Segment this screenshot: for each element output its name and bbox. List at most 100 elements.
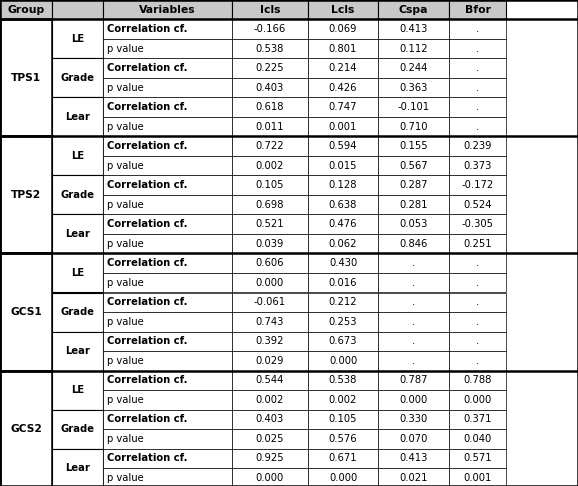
Text: 0.571: 0.571	[463, 453, 492, 463]
Bar	[449, 39, 506, 58]
Bar	[449, 468, 506, 486]
Bar	[52, 175, 103, 214]
Text: LE: LE	[71, 34, 84, 44]
Text: 0.722: 0.722	[255, 141, 284, 151]
Bar	[449, 410, 506, 429]
Bar	[232, 98, 308, 117]
Text: 0.039: 0.039	[256, 239, 284, 249]
Bar	[232, 370, 308, 390]
Text: 0.011: 0.011	[255, 122, 284, 132]
Text: 0.330: 0.330	[399, 414, 428, 424]
Bar	[103, 98, 232, 117]
Text: p value: p value	[107, 161, 144, 171]
Text: 0.281: 0.281	[399, 200, 428, 210]
Text: 0.000: 0.000	[256, 278, 284, 288]
Bar	[449, 19, 506, 39]
Bar	[378, 273, 449, 293]
Bar	[308, 175, 378, 195]
Text: LE: LE	[71, 268, 84, 278]
Text: TPS1: TPS1	[11, 73, 41, 83]
Text: 0.363: 0.363	[399, 83, 428, 93]
Bar	[232, 39, 308, 58]
Bar	[232, 293, 308, 312]
Bar	[449, 254, 506, 273]
Bar	[378, 351, 449, 370]
Text: 0.544: 0.544	[256, 375, 284, 385]
Bar	[232, 390, 308, 410]
Text: Bfor: Bfor	[465, 5, 491, 15]
Text: Correlation cf.: Correlation cf.	[107, 141, 187, 151]
Text: Correlation cf.: Correlation cf.	[107, 219, 187, 229]
Text: .: .	[476, 44, 479, 54]
Text: .: .	[476, 278, 479, 288]
Text: 0.128: 0.128	[329, 180, 357, 190]
Bar	[232, 214, 308, 234]
Text: 0.392: 0.392	[255, 336, 284, 346]
Text: .: .	[476, 63, 479, 73]
Text: 0.618: 0.618	[255, 102, 284, 112]
Bar	[103, 78, 232, 98]
Bar	[232, 117, 308, 137]
Text: .: .	[476, 83, 479, 93]
Bar	[449, 98, 506, 117]
Bar	[308, 254, 378, 273]
Text: 0.069: 0.069	[329, 24, 357, 34]
Bar	[103, 273, 232, 293]
Bar	[232, 19, 308, 39]
Bar	[232, 78, 308, 98]
Bar	[449, 370, 506, 390]
Text: .: .	[476, 336, 479, 346]
Text: p value: p value	[107, 200, 144, 210]
Text: 0.801: 0.801	[329, 44, 357, 54]
Text: 0.426: 0.426	[329, 83, 357, 93]
Bar	[52, 293, 103, 331]
Text: 0.925: 0.925	[255, 453, 284, 463]
Text: 0.671: 0.671	[329, 453, 357, 463]
Bar	[308, 468, 378, 486]
Bar	[378, 293, 449, 312]
Bar	[232, 312, 308, 331]
Bar	[52, 214, 103, 254]
Bar	[232, 254, 308, 273]
Text: 0.112: 0.112	[399, 44, 428, 54]
Bar	[449, 0, 506, 19]
Bar	[103, 39, 232, 58]
Bar	[0, 370, 52, 486]
Bar	[232, 175, 308, 195]
Text: Variables: Variables	[139, 5, 196, 15]
Text: 0.521: 0.521	[255, 219, 284, 229]
Bar	[308, 410, 378, 429]
Bar	[449, 449, 506, 468]
Text: Group: Group	[8, 5, 45, 15]
Text: p value: p value	[107, 239, 144, 249]
Bar	[449, 175, 506, 195]
Bar	[103, 0, 232, 19]
Bar	[232, 234, 308, 254]
Bar	[378, 137, 449, 156]
Bar	[103, 351, 232, 370]
Bar	[449, 137, 506, 156]
Bar	[52, 254, 103, 293]
Bar	[232, 410, 308, 429]
Text: Lear: Lear	[65, 229, 90, 239]
Bar	[232, 156, 308, 175]
Text: 0.787: 0.787	[399, 375, 428, 385]
Bar	[308, 195, 378, 214]
Bar	[308, 39, 378, 58]
Bar	[378, 156, 449, 175]
Bar	[449, 331, 506, 351]
Text: .: .	[476, 122, 479, 132]
Bar	[378, 312, 449, 331]
Text: Correlation cf.: Correlation cf.	[107, 453, 187, 463]
Bar	[103, 293, 232, 312]
Text: .: .	[412, 278, 415, 288]
Text: 0.476: 0.476	[329, 219, 357, 229]
Bar	[52, 98, 103, 137]
Text: p value: p value	[107, 83, 144, 93]
Text: p value: p value	[107, 434, 144, 444]
Text: 0.016: 0.016	[329, 278, 357, 288]
Text: 0.002: 0.002	[256, 161, 284, 171]
Bar	[308, 331, 378, 351]
Text: .: .	[476, 102, 479, 112]
Bar	[449, 273, 506, 293]
